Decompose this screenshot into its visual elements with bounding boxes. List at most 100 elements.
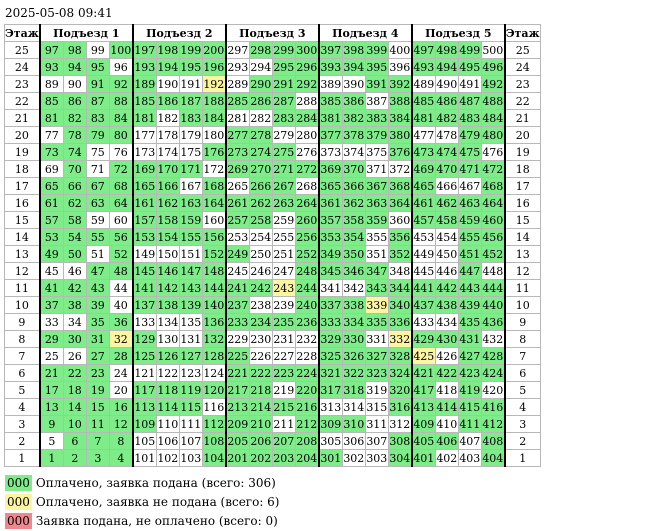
apartment-cell: 103 — [178, 449, 203, 467]
apartment-cell: 197 — [131, 41, 157, 59]
apartment-cell: 368 — [387, 177, 413, 195]
floor-number: 18 — [3, 160, 41, 178]
apartment-cell: 499 — [457, 41, 482, 59]
apartment-cell: 453 — [410, 228, 436, 246]
apartment-cell: 437 — [410, 296, 436, 314]
apartment-cell: 104 — [201, 449, 227, 467]
apartment-cell: 484 — [480, 109, 506, 127]
apartment-cell: 456 — [480, 228, 506, 246]
floor-number: 23 — [3, 75, 41, 93]
apartment-cell: 246 — [248, 262, 273, 280]
apartment-cell: 274 — [248, 143, 273, 161]
apartment-cell: 235 — [271, 313, 296, 331]
apartment-cell: 255 — [271, 228, 296, 246]
apartment-cell: 54 — [62, 228, 87, 246]
apartment-cell: 432 — [480, 330, 506, 348]
floor-number: 12 — [503, 262, 541, 280]
apartment-cell: 378 — [341, 126, 366, 144]
apartment-cell: 287 — [271, 92, 296, 110]
apartment-cell: 251 — [271, 245, 296, 263]
report-timestamp: 2025-05-08 09:41 — [5, 6, 113, 20]
apartment-cell: 21 — [38, 364, 64, 382]
apartment-cell: 441 — [410, 279, 436, 297]
floor-number: 16 — [3, 194, 41, 212]
apartment-cell: 68 — [108, 177, 134, 195]
apartment-cell: 345 — [317, 262, 343, 280]
apartment-cell: 492 — [480, 75, 506, 93]
apartment-cell: 428 — [480, 347, 506, 365]
apartment-cell: 361 — [317, 194, 343, 212]
apartment-cell: 349 — [317, 245, 343, 263]
apartment-cell: 132 — [201, 330, 227, 348]
apartment-cell: 312 — [387, 415, 413, 433]
apartment-cell: 184 — [201, 109, 227, 127]
apartment-cell: 430 — [434, 330, 459, 348]
apartment-cell: 102 — [155, 449, 180, 467]
apartment-cell: 401 — [410, 449, 436, 467]
apartment-cell: 385 — [317, 92, 343, 110]
apartment-cell: 106 — [155, 432, 180, 450]
apartment-cell: 431 — [457, 330, 482, 348]
apartment-cell: 192 — [201, 75, 227, 93]
apartment-cell: 472 — [480, 160, 506, 178]
floor-number: 16 — [503, 194, 541, 212]
apartment-cell: 409 — [410, 415, 436, 433]
apartment-cell: 120 — [201, 381, 227, 399]
apartment-cell: 351 — [364, 245, 389, 263]
apartment-cell: 323 — [364, 364, 389, 382]
apartment-cell: 366 — [341, 177, 366, 195]
apartment-cell: 217 — [224, 381, 250, 399]
apartment-cell: 364 — [387, 194, 413, 212]
apartment-cell: 495 — [457, 58, 482, 76]
apartment-cell: 126 — [155, 347, 180, 365]
apartment-cell: 493 — [410, 58, 436, 76]
apartment-cell: 485 — [410, 92, 436, 110]
apartment-cell: 11 — [85, 415, 110, 433]
apartment-cell: 165 — [131, 177, 157, 195]
apartment-cell: 491 — [457, 75, 482, 93]
legend-text: Заявка подана, не оплачено (всего: 0) — [35, 514, 278, 528]
apartment-cell: 326 — [341, 347, 366, 365]
apartment-cell: 187 — [178, 92, 203, 110]
apartment-cell: 195 — [178, 58, 203, 76]
apartment-cell: 107 — [178, 432, 203, 450]
apartment-cell: 277 — [224, 126, 250, 144]
apartment-cell: 367 — [364, 177, 389, 195]
apartment-cell: 150 — [155, 245, 180, 263]
apartment-cell: 405 — [410, 432, 436, 450]
apartment-cell: 5 — [38, 432, 64, 450]
apartment-cell: 87 — [85, 92, 110, 110]
floor-number: 21 — [3, 109, 41, 127]
floor-row: 12 45 46 47 48 145 146 147 148 245 246 247 248 345 346… — [3, 262, 541, 280]
apartment-cell: 168 — [201, 177, 227, 195]
apartment-cell: 403 — [457, 449, 482, 467]
apartment-cell: 151 — [178, 245, 203, 263]
apartment-cell: 6 — [62, 432, 87, 450]
legend-text: Оплачено, заявка не подана (всего: 6) — [35, 495, 280, 509]
apartment-cell: 237 — [224, 296, 250, 314]
apartment-cell: 454 — [434, 228, 459, 246]
apartment-cell: 142 — [155, 279, 180, 297]
apartment-cell: 245 — [224, 262, 250, 280]
apartment-cell: 306 — [341, 432, 366, 450]
apartment-cell: 362 — [341, 194, 366, 212]
apartment-cell: 467 — [457, 177, 482, 195]
apartment-cell: 111 — [178, 415, 203, 433]
apartment-cell: 243 — [271, 279, 296, 297]
apartment-cell: 84 — [108, 109, 134, 127]
apartment-cell: 494 — [434, 58, 459, 76]
floor-number: 9 — [3, 313, 41, 331]
apartment-cell: 177 — [131, 126, 157, 144]
apartment-cell: 333 — [317, 313, 343, 331]
apartment-cell: 402 — [434, 449, 459, 467]
apartment-cell: 19 — [85, 381, 110, 399]
apartment-cell: 284 — [294, 109, 320, 127]
apartment-cell: 298 — [248, 41, 273, 59]
apartment-cell: 175 — [178, 143, 203, 161]
legend-swatch: 000 — [5, 475, 32, 491]
floor-number: 12 — [3, 262, 41, 280]
apartment-cell: 13 — [38, 398, 64, 416]
apartment-cell: 434 — [434, 313, 459, 331]
apartment-cell: 354 — [341, 228, 366, 246]
apartment-cell: 155 — [178, 228, 203, 246]
